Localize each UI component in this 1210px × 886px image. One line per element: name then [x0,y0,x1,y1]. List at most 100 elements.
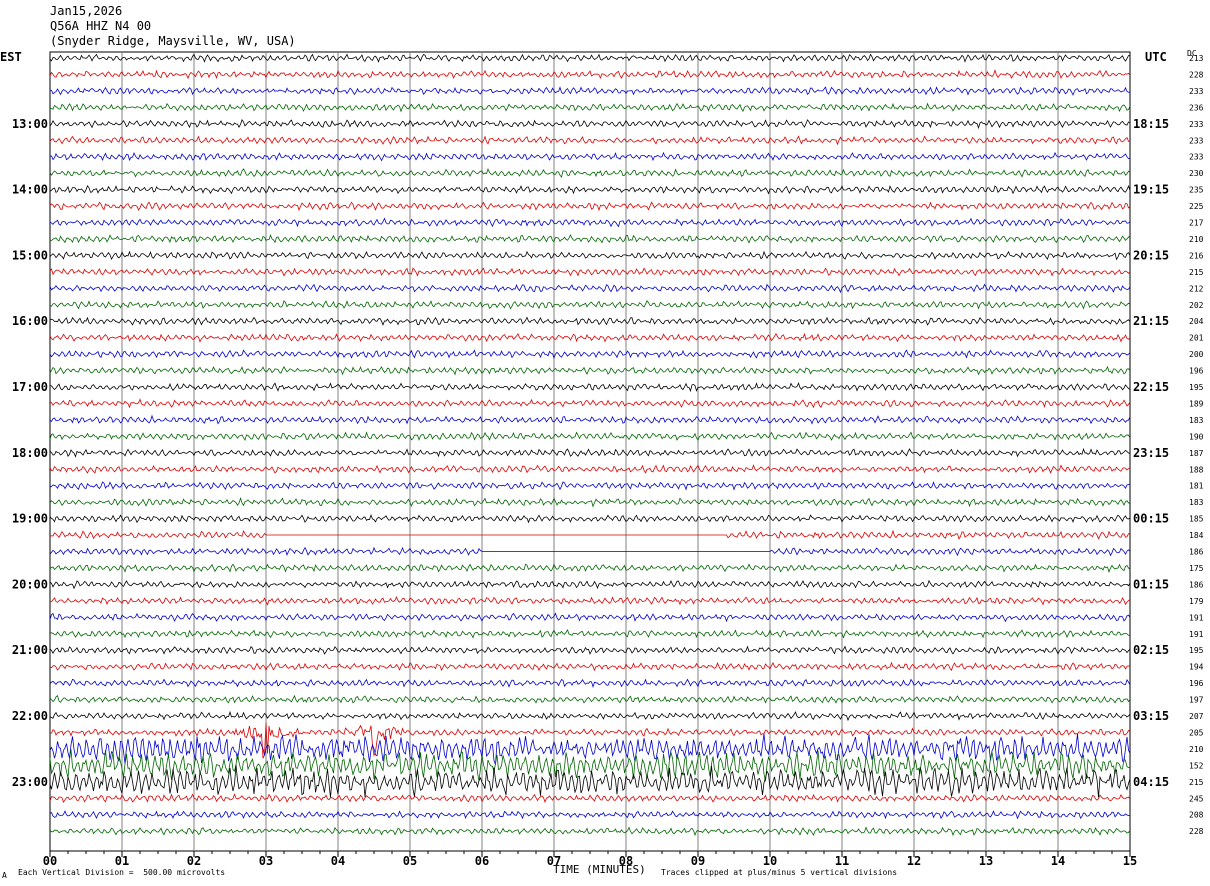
trace-row [49,414,1131,425]
trace-row [49,694,1131,704]
dc-offset-value: 215 [1189,268,1204,277]
right-hour-label: 03:15 [1133,709,1169,723]
dc-offset-value: 187 [1189,449,1204,458]
dc-offset-value: 200 [1189,350,1204,359]
left-hour-label: 23:00 [12,775,48,789]
trace-row [49,612,1131,623]
right-hour-label: 18:15 [1133,117,1169,131]
dc-offset-value: 233 [1189,87,1204,96]
x-tick-label: 11 [835,854,849,868]
dc-offset-value: 186 [1189,580,1204,589]
dc-offset-value: 191 [1189,613,1204,622]
x-axis-label: TIME (MINUTES) [553,863,646,876]
right-hour-label: 20:15 [1133,248,1169,262]
trace-row [49,151,1131,162]
x-tick-label: 05 [403,854,417,868]
trace-row [49,283,1131,294]
x-tick-label: 10 [763,854,777,868]
trace-row [49,234,1131,244]
x-tick-label: 07 [547,854,561,868]
right-hour-label: 02:15 [1133,643,1169,657]
dc-offset-value: 212 [1189,284,1204,293]
trace-row [49,365,1131,376]
trace-row [49,764,1131,798]
trace-row [49,53,1131,63]
trace-row [49,481,1131,491]
dc-offset-value: 189 [1189,399,1204,408]
trace-row [49,514,1131,524]
dc-offset-value: 202 [1189,301,1204,310]
dc-offset-value: 191 [1189,630,1204,639]
dc-offset-value: 205 [1189,728,1204,737]
dc-offset-value: 210 [1189,745,1204,754]
dc-offset-value: 195 [1189,383,1204,392]
x-tick-label: 02 [187,854,201,868]
dc-offset-value: 236 [1189,103,1204,112]
x-tick-label: 13 [979,854,993,868]
right-hour-label: 23:15 [1133,446,1169,460]
trace-row [49,69,1131,80]
dc-offset-value: 204 [1189,317,1204,326]
clip-note: Traces clipped at plus/minus 5 vertical … [661,868,898,877]
trace-row [49,496,1131,508]
right-hour-label: 04:15 [1133,775,1169,789]
left-hour-label: 13:00 [12,117,48,131]
right-hour-label: 19:15 [1133,183,1169,197]
x-tick-label: 03 [259,854,273,868]
dc-offset-value: 197 [1189,696,1204,705]
right-timezone-label: UTC [1145,50,1167,64]
dc-offset-value: 152 [1189,761,1204,770]
trace-row [49,431,1131,441]
dc-offset-value: 207 [1189,712,1204,721]
x-tick-label: 14 [1051,854,1065,868]
trace-row [49,250,1131,261]
trace-row [49,102,1131,113]
dc-offset-value: 225 [1189,202,1204,211]
dc-offset-value: 190 [1189,432,1204,441]
right-hour-label: 22:15 [1133,380,1169,394]
trace-row [49,119,1131,130]
dc-offset-value: 217 [1189,219,1204,228]
trace-row [49,810,1131,820]
dc-offset-value: 195 [1189,646,1204,655]
dc-offset-value: 233 [1189,153,1204,162]
plot-date: Jan15,2026 [50,4,123,18]
trace-row [49,464,1131,474]
corner-mark: A [2,871,7,880]
trace-row [49,678,1131,689]
left-hour-label: 21:00 [12,643,48,657]
left-hour-label: 14:00 [12,183,48,197]
dc-offset-heading: DC [1187,49,1197,58]
dc-offset-value: 183 [1189,416,1204,425]
dc-offset-value: 233 [1189,136,1204,145]
dc-offset-value: 186 [1189,548,1204,557]
dc-offset-value: 213 [1189,54,1204,63]
dc-offset-value: 233 [1189,120,1204,129]
scale-note: Each Vertical Division = 500.00 microvol… [18,868,226,877]
dc-offset-value: 183 [1189,498,1204,507]
trace-row [49,579,1131,590]
dc-offset-value: 228 [1189,70,1204,79]
dc-offset-value: 194 [1189,663,1204,672]
dc-offset-value: 175 [1189,564,1204,573]
trace-row [49,546,1131,557]
trace-row [49,447,1131,458]
dc-offset-value: 196 [1189,679,1204,688]
x-tick-label: 00 [43,854,57,868]
trace-row [49,793,1131,804]
left-hour-label: 20:00 [12,577,48,591]
trace-row [49,184,1131,195]
x-tick-label: 06 [475,854,489,868]
trace-row [49,722,1131,759]
x-tick-label: 04 [331,854,345,868]
left-hour-label: 19:00 [12,512,48,526]
trace-row [49,332,1131,343]
dc-offset-value: 179 [1189,597,1204,606]
trace-row [49,596,1131,606]
dc-offset-value: 228 [1189,827,1204,836]
left-hour-label: 17:00 [12,380,48,394]
trace-row [49,661,1131,672]
station-location: (Snyder Ridge, Maysville, WV, USA) [50,34,296,48]
trace-row [49,645,1131,655]
left-timezone-label: EST [0,50,22,64]
